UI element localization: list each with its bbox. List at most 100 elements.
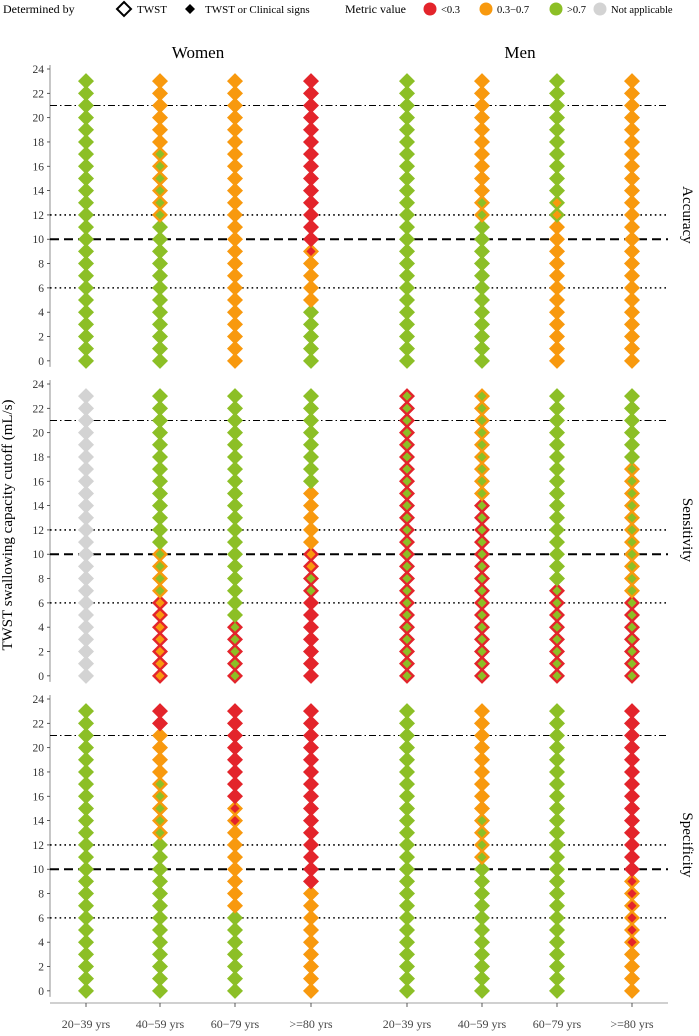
dot-inner <box>155 622 165 632</box>
dot-inner <box>552 659 562 669</box>
y-tick-label: 20 <box>33 428 45 440</box>
dot-outer <box>549 715 565 732</box>
dot-outer <box>227 739 243 756</box>
dot-inner <box>477 415 487 426</box>
dot-outer <box>549 182 565 199</box>
dot-outer <box>78 412 94 429</box>
dot-outer <box>549 352 565 369</box>
dot-outer <box>152 909 168 926</box>
dot-outer <box>474 219 490 236</box>
dot-outer <box>303 352 319 369</box>
dot-outer <box>227 509 243 526</box>
dot-outer <box>303 739 319 756</box>
dot-inner <box>627 937 637 947</box>
dot-outer <box>227 897 243 914</box>
dot-outer <box>303 231 319 248</box>
dot-outer <box>624 243 640 260</box>
dot-outer <box>399 109 415 126</box>
y-tick-label: 0 <box>38 986 44 998</box>
dot-outer <box>78 436 94 453</box>
y-tick-label: 22 <box>33 403 45 415</box>
dot-outer <box>624 352 640 369</box>
dot-outer <box>303 292 319 309</box>
dot-inner <box>402 586 412 596</box>
dot-outer <box>474 715 490 732</box>
dot-outer <box>549 703 565 720</box>
group-header-women: Women <box>172 43 225 62</box>
dot-outer <box>152 436 168 453</box>
dot-inner <box>477 198 487 208</box>
dot-outer <box>624 448 640 465</box>
dot-outer <box>474 970 490 987</box>
dot-outer <box>227 121 243 138</box>
y-tick-label: 4 <box>38 622 44 634</box>
y-tick-label: 10 <box>33 864 45 876</box>
dot-outer <box>624 739 640 756</box>
dot-outer <box>474 109 490 126</box>
dot-outer <box>624 158 640 175</box>
x-tick-label: 40−59 yrs <box>458 1017 507 1031</box>
dot-outer <box>399 873 415 890</box>
dot-outer <box>78 97 94 114</box>
dot-inner <box>627 901 637 911</box>
y-tick-label: 22 <box>33 718 45 730</box>
dot-outer <box>303 751 319 768</box>
dot-inner <box>477 549 487 559</box>
dot-outer <box>549 812 565 829</box>
dot-outer <box>549 727 565 744</box>
dot-outer <box>399 292 415 309</box>
dot-outer <box>399 85 415 102</box>
y-tick-label: 0 <box>38 356 44 368</box>
dot-inner <box>155 149 165 159</box>
dot-outer <box>474 934 490 951</box>
dot-outer <box>78 885 94 902</box>
dot-outer <box>303 643 319 660</box>
dot-outer <box>227 267 243 284</box>
dot-outer <box>624 316 640 333</box>
dot-outer <box>227 521 243 538</box>
dot-outer <box>624 121 640 138</box>
dot-outer <box>624 824 640 841</box>
dot-outer <box>227 194 243 211</box>
dot-outer <box>227 861 243 878</box>
dot-outer <box>227 849 243 866</box>
dot-outer <box>78 970 94 987</box>
dot-inner <box>477 391 487 401</box>
dot-outer <box>549 570 565 587</box>
dot-outer <box>303 873 319 890</box>
dot-outer <box>78 85 94 102</box>
dot-outer <box>152 703 168 720</box>
dot-outer <box>227 461 243 478</box>
dot-outer <box>152 763 168 780</box>
dot-outer <box>78 109 94 126</box>
dot-outer <box>152 497 168 514</box>
dot-inner <box>402 634 412 644</box>
dot-outer <box>303 715 319 732</box>
dot-inner <box>627 622 637 632</box>
dot-outer <box>152 304 168 321</box>
dot-outer <box>624 304 640 321</box>
dot-outer <box>78 922 94 939</box>
dot-outer <box>227 982 243 999</box>
dot-outer <box>227 73 243 90</box>
dot-outer <box>78 461 94 478</box>
dot-outer <box>549 473 565 490</box>
dot-outer <box>474 909 490 926</box>
dot-outer <box>303 631 319 648</box>
dot-outer <box>227 352 243 369</box>
dot-outer <box>227 594 243 611</box>
dot-outer <box>78 243 94 260</box>
dot-outer <box>303 133 319 150</box>
dot-inner <box>627 646 637 657</box>
dot-outer <box>549 170 565 187</box>
dot-outer <box>227 292 243 309</box>
dot-inner <box>552 598 562 608</box>
dot-outer <box>227 412 243 429</box>
dot-inner <box>552 586 562 596</box>
dot-inner <box>477 537 487 547</box>
y-tick-label: 18 <box>33 452 45 464</box>
dot-outer <box>624 279 640 296</box>
dot-outer <box>474 703 490 720</box>
dot-outer <box>78 739 94 756</box>
